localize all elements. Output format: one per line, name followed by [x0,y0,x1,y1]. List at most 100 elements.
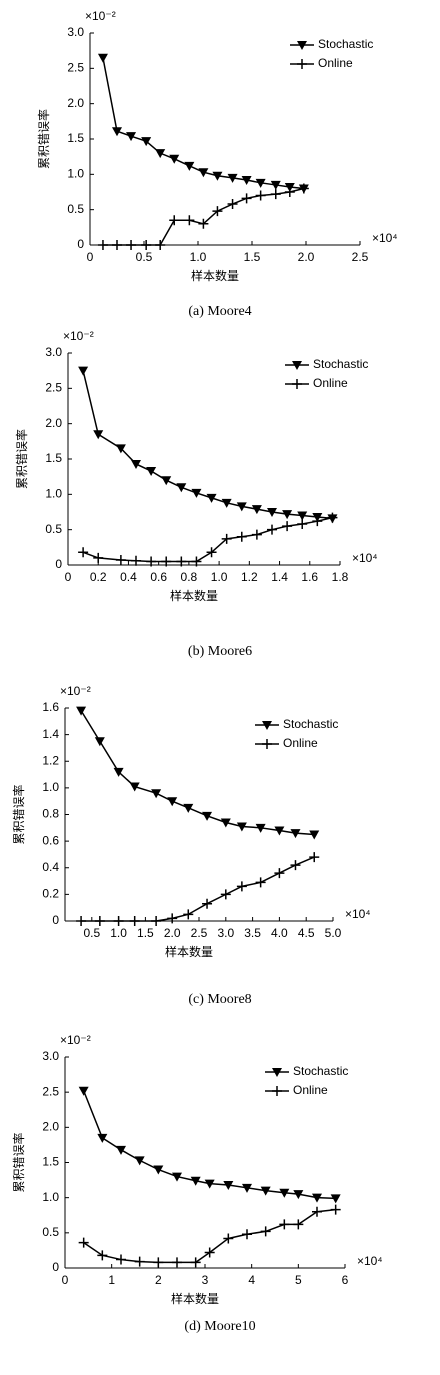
x-tick-label: 3 [202,1273,209,1287]
y-tick-label: 2.0 [67,96,84,110]
marker [212,206,223,217]
marker [267,524,277,535]
marker [272,1068,282,1077]
marker [126,240,137,250]
x-tick-label: 2.5 [352,250,369,264]
x-tick-label: 0 [62,1273,69,1287]
marker [202,898,213,909]
marker [241,193,252,204]
marker [190,1257,201,1268]
x-scale-label: ×10⁴ [372,231,398,245]
y-tick-label: 1.0 [42,1190,59,1204]
marker [155,240,166,250]
marker [270,180,281,190]
marker [262,739,272,749]
marker [172,1257,182,1268]
marker [223,1233,234,1244]
marker [129,916,140,926]
marker [78,547,89,558]
marker [134,1156,145,1166]
marker [204,1247,215,1258]
y-tick-label: 1.6 [42,700,59,714]
x-tick-label: 4 [248,1273,255,1287]
y-scale-label: ×10⁻² [60,684,91,698]
marker [206,547,217,558]
caption: (b) Moore6 [188,644,252,659]
y-tick-label: 0 [77,237,84,251]
marker [167,797,178,807]
y-scale-label: ×10⁻² [60,1033,91,1047]
marker [255,190,266,201]
y-tick-label: 3.0 [42,1049,59,1063]
x-tick-label: 4.5 [298,926,315,940]
x-tick-label: 1.8 [332,570,349,584]
marker [97,240,108,250]
caption: (a) Moore4 [188,304,251,319]
marker [279,1188,290,1198]
legend-label: Stochastic [318,37,373,51]
marker [260,1226,271,1237]
marker [191,488,202,498]
marker [282,521,293,532]
marker [183,803,194,813]
marker [297,519,308,530]
y-tick-label: 1.5 [67,131,84,145]
marker [282,510,293,520]
marker [312,516,323,527]
marker [116,1254,126,1265]
marker [184,215,195,226]
y-axis-title: 累积错误率 [11,784,26,844]
marker [227,199,238,210]
x-tick-label: 1.0 [211,570,228,584]
y-axis-title: 累积错误率 [36,109,51,169]
marker [241,175,252,185]
caption: (d) Moore10 [184,1319,255,1334]
marker [161,556,172,567]
x-tick-label: 1.0 [110,926,127,940]
marker [202,811,213,821]
y-tick-label: 2.5 [42,1084,59,1098]
marker [262,721,272,730]
x-tick-label: 0.5 [136,250,153,264]
marker [236,531,247,542]
y-tick-label: 0.5 [67,202,84,216]
x-tick-label: 2.0 [298,250,315,264]
chart-panel: 0 0.5 1.0 1.5 2.0 2.5 3.0 0 0.5 1.0 1.5 2.0 2.5 ×10⁻²… [36,9,397,319]
marker [236,502,247,512]
marker [309,852,320,863]
marker [223,1181,234,1191]
marker [94,737,105,747]
marker [272,1086,282,1096]
marker [190,1176,201,1186]
x-tick-label: 1.5 [244,250,261,264]
x-tick-label: 5 [295,1273,302,1287]
marker [161,476,172,486]
marker [129,782,140,792]
y-tick-label: 2.0 [42,1120,59,1134]
series-line [102,187,305,246]
marker [176,556,187,567]
x-tick-label: 1.2 [241,570,258,584]
marker [255,823,266,833]
marker [78,366,89,376]
marker [78,1086,89,1096]
marker [112,240,122,250]
marker [155,149,166,159]
x-tick-label: 0 [87,250,94,264]
x-tick-label: 1.6 [301,570,318,584]
marker [153,1165,164,1175]
marker [112,127,122,137]
marker [274,868,285,879]
y-tick-label: 0.4 [42,860,59,874]
x-axis-title: 样本数量 [165,944,213,959]
marker [330,1194,341,1204]
marker [131,555,141,566]
y-tick-label: 1.0 [45,487,62,501]
y-tick-label: 0.2 [42,887,59,901]
marker [183,909,194,920]
marker [146,556,157,567]
x-tick-label: 1 [108,1273,115,1287]
marker [327,512,338,523]
y-tick-label: 1.5 [45,451,62,465]
